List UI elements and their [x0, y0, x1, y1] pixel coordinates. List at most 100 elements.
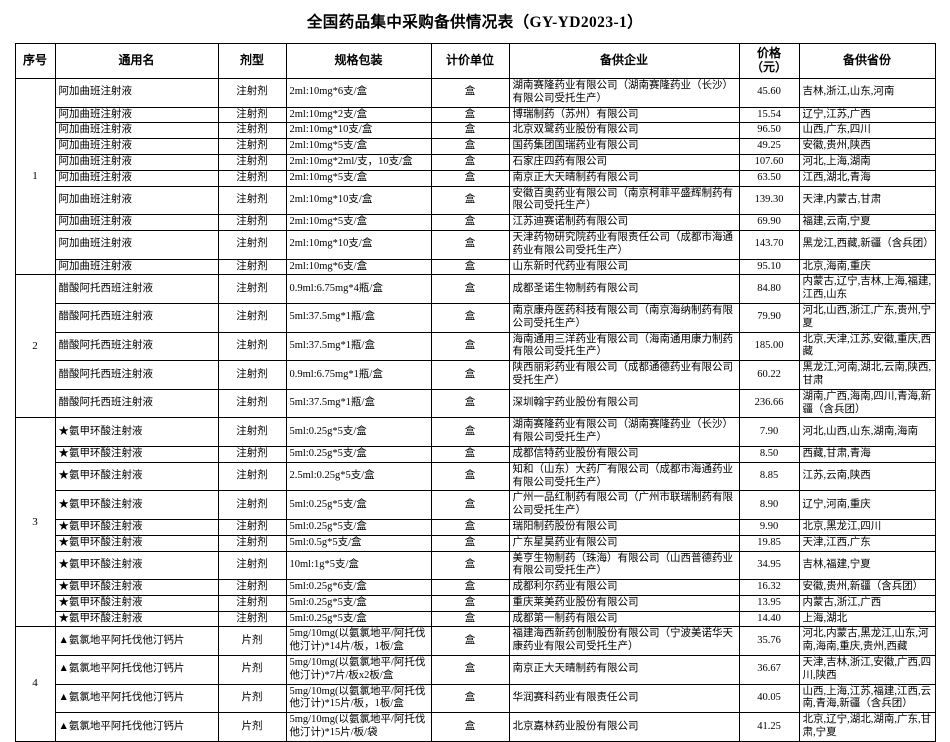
dosage-form-cell: 注射剂 — [217, 78, 287, 108]
supplier-cell: 天津药物研究院药业有限责任公司（成都市海通药业有限公司受托生产） — [508, 229, 740, 260]
generic-name-cell: ★氨甲环酸注射液 — [54, 417, 219, 447]
price-cell: 69.90 — [738, 214, 800, 231]
price-cell: 36.67 — [738, 655, 800, 685]
provinces-cell: 安徽,贵州,陕西 — [798, 138, 936, 155]
supplier-cell: 成都第一制药有限公司 — [508, 610, 740, 628]
table-row: ★氨甲环酸注射液 注射剂 10ml:1g*5支/盒盒美亨生物制药（珠海）有限公司（山… — [15, 550, 936, 581]
provinces-cell: 吉林,浙江,山东,河南 — [798, 78, 936, 108]
price-header-line2: （元） — [750, 60, 787, 74]
generic-name-cell: ▲氨氯地平阿托伐他汀钙片 — [54, 655, 219, 685]
supplier-cell: 山东新时代药业有限公司 — [508, 258, 740, 276]
provinces-cell: 北京,黑龙江,四川 — [798, 518, 936, 536]
dosage-form-cell: 注射剂 — [217, 461, 287, 492]
column-header-seq: 序号 — [14, 43, 56, 79]
price-cell: 95.10 — [738, 258, 800, 276]
column-header-spec-package: 规格包装 — [285, 43, 432, 79]
price-unit-cell: 盒 — [430, 185, 510, 216]
price-cell: 139.30 — [738, 185, 800, 216]
row-sequence-number: 2 — [14, 274, 56, 419]
price-unit-cell: 盒 — [430, 229, 510, 260]
supplier-cell: 深圳翰宇药业股份有限公司 — [508, 388, 740, 419]
generic-name-cell: ▲氨氯地平阿托伐他汀钙片 — [54, 683, 219, 714]
provinces-cell: 福建,云南,宁夏 — [798, 214, 936, 231]
price-unit-cell: 盒 — [430, 274, 510, 304]
spec-package-cell: 2.5ml:0.25g*5支/盒 — [285, 461, 432, 492]
generic-name-cell: 阿加曲班注射液 — [54, 78, 219, 108]
supplier-cell: 瑞阳制药股份有限公司 — [508, 518, 740, 536]
price-header-line1: 价格 — [756, 46, 781, 61]
spec-package-cell: 2ml:10mg*5支/盒 — [285, 214, 432, 231]
generic-name-cell: ★氨甲环酸注射液 — [54, 490, 219, 520]
price-cell: 63.50 — [738, 169, 800, 187]
table-row: 醋酸阿托西班注射液 注射剂 5ml:37.5mg*1瓶/盒盒海南通用三洋药业有限公司… — [15, 331, 936, 362]
generic-name-cell: ★氨甲环酸注射液 — [54, 579, 219, 596]
supplier-cell: 南京正大天晴制药有限公司 — [508, 655, 740, 685]
price-cell: 16.32 — [738, 579, 800, 596]
table-row: 阿加曲班注射液 注射剂 2ml:10mg*10支/盒盒安徽百奥药业有限公司（南京柯菲… — [15, 185, 936, 216]
price-cell: 15.54 — [738, 106, 800, 124]
generic-name-cell: 阿加曲班注射液 — [54, 153, 219, 171]
supplier-cell: 海南通用三洋药业有限公司（海南通用康力制药有限公司受托生产） — [508, 331, 740, 362]
table-row: 阿加曲班注射液 注射剂 2ml:10mg*10支/盒盒天津药物研究院药业有限责任公司… — [15, 229, 936, 260]
generic-name-cell: 醋酸阿托西班注射液 — [54, 274, 219, 304]
supplier-cell: 陕西丽彩药业有限公司（成都通德药业有限公司受托生产） — [508, 360, 740, 390]
dosage-form-cell: 注射剂 — [217, 534, 287, 552]
price-unit-cell: 盒 — [430, 683, 510, 714]
table-row: 阿加曲班注射液 注射剂 2ml:10mg*5支/盒盒国药集团国瑞药业有限公司 49.2… — [15, 138, 936, 155]
price-cell: 143.70 — [738, 229, 800, 260]
price-cell: 96.50 — [738, 122, 800, 140]
supplier-cell: 安徽百奥药业有限公司（南京柯菲平盛辉制药有限公司受托生产） — [508, 185, 740, 216]
spec-package-cell: 10ml:1g*5支/盒 — [285, 550, 432, 581]
price-cell: 107.60 — [738, 153, 800, 171]
provinces-cell: 内蒙古,辽宁,吉林,上海,福建,江西,山东 — [798, 274, 936, 304]
generic-name-cell: 阿加曲班注射液 — [54, 138, 219, 155]
price-unit-cell: 盒 — [430, 461, 510, 492]
generic-name-cell: ★氨甲环酸注射液 — [54, 610, 219, 628]
spec-package-cell: 2ml:10mg*10支/盒 — [285, 229, 432, 260]
table-row: ▲氨氯地平阿托伐他汀钙片 片剂 5mg/10mg(以氨氯地平/阿托伐他汀计)*15片… — [15, 712, 936, 742]
price-unit-cell: 盒 — [430, 594, 510, 612]
price-cell: 14.40 — [738, 610, 800, 628]
table-row: ★氨甲环酸注射液 注射剂 5ml:0.25g*5支/盒盒成都信特药业股份有限公司 8.… — [15, 445, 936, 463]
table-row: 阿加曲班注射液 注射剂 2ml:10mg*2支/盒盒博瑞制药（苏州）有限公司 15.5… — [15, 106, 936, 124]
generic-name-cell: 阿加曲班注射液 — [54, 214, 219, 231]
spec-package-cell: 5ml:37.5mg*1瓶/盒 — [285, 388, 432, 419]
table-row: 阿加曲班注射液 注射剂 2ml:10mg*6支/盒盒山东新时代药业有限公司 95.10… — [15, 258, 936, 276]
table-row: 醋酸阿托西班注射液 注射剂 0.9ml:6.75mg*1瓶/盒盒陕西丽彩药业有限公司… — [15, 360, 936, 390]
generic-name-cell: ★氨甲环酸注射液 — [54, 518, 219, 536]
generic-name-cell: 阿加曲班注射液 — [54, 258, 219, 276]
provinces-cell: 天津,江西,广东 — [798, 534, 936, 552]
provinces-cell: 北京,海南,重庆 — [798, 258, 936, 276]
spec-package-cell: 5ml:0.25g*5支/盒 — [285, 518, 432, 536]
supplier-cell: 湖南赛隆药业有限公司（湖南赛隆药业（长沙）有限公司受托生产） — [508, 78, 740, 108]
table-row: 1 阿加曲班注射液 注射剂 2ml:10mg*6支/盒盒湖南赛隆药业有限公司（湖南赛隆… — [14, 77, 936, 276]
price-unit-cell: 盒 — [430, 153, 510, 171]
table-body: 1 阿加曲班注射液 注射剂 2ml:10mg*6支/盒盒湖南赛隆药业有限公司（湖南赛隆… — [14, 77, 936, 742]
provinces-cell: 山西,广东,四川 — [798, 122, 936, 140]
dosage-form-cell: 注射剂 — [217, 579, 287, 596]
spec-package-cell: 2ml:10mg*6支/盒 — [285, 78, 432, 108]
table-row: ★氨甲环酸注射液 注射剂 5ml:0.25g*6支/盒盒成都利尔药业有限公司 16.3… — [15, 579, 936, 596]
dosage-form-cell: 注射剂 — [217, 274, 287, 304]
generic-name-cell: 阿加曲班注射液 — [54, 122, 219, 140]
table-row: ★氨甲环酸注射液 注射剂 2.5ml:0.25g*5支/盒盒知和（山东）大药厂有限公… — [15, 461, 936, 492]
column-header-dosage-form: 剂型 — [217, 43, 287, 79]
supplier-cell: 石家庄四药有限公司 — [508, 153, 740, 171]
spec-package-cell: 5ml:0.25g*5支/盒 — [285, 417, 432, 447]
price-cell: 13.95 — [738, 594, 800, 612]
row-sequence-number: 4 — [14, 626, 56, 742]
dosage-form-cell: 注射剂 — [217, 331, 287, 362]
supplier-cell: 广州一品红制药有限公司（广州市联瑞制药有限公司受托生产） — [508, 490, 740, 520]
spec-package-cell: 5ml:37.5mg*1瓶/盒 — [285, 302, 432, 333]
provinces-cell: 江苏,云南,陕西 — [798, 461, 936, 492]
dosage-form-cell: 注射剂 — [217, 594, 287, 612]
supplier-cell: 华润赛科药业有限责任公司 — [508, 683, 740, 714]
supplier-cell: 成都圣诺生物制药有限公司 — [508, 274, 740, 304]
procurement-table: 序号 通用名 剂型 规格包装 计价单位 备供企业 价格 （元） 备供省份 1 阿加… — [14, 43, 936, 742]
price-unit-cell: 盒 — [430, 445, 510, 463]
provinces-cell: 吉林,福建,宁夏 — [798, 550, 936, 581]
price-cell: 8.90 — [738, 490, 800, 520]
price-cell: 19.85 — [738, 534, 800, 552]
price-unit-cell: 盒 — [430, 122, 510, 140]
dosage-form-cell: 注射剂 — [217, 214, 287, 231]
